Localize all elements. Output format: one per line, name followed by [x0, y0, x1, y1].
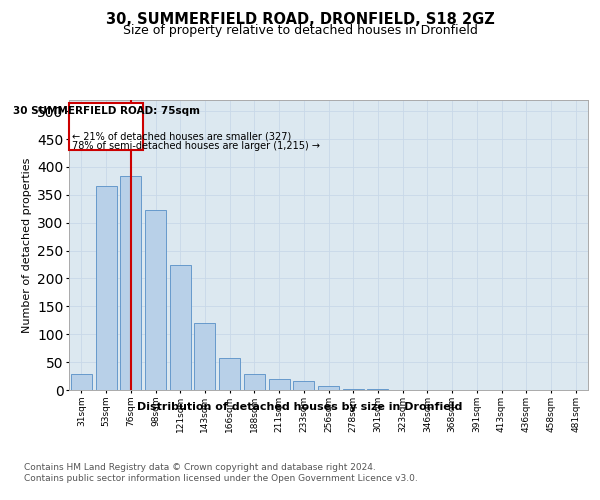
Text: Contains public sector information licensed under the Open Government Licence v3: Contains public sector information licen… [24, 474, 418, 483]
Bar [170, 264, 191, 390]
Text: 30 SUMMERFIELD ROAD: 75sqm: 30 SUMMERFIELD ROAD: 75sqm [13, 106, 200, 116]
Y-axis label: Number of detached properties: Number of detached properties [22, 158, 32, 332]
Bar [219, 358, 240, 390]
Text: ← 21% of detached houses are smaller (327): ← 21% of detached houses are smaller (32… [72, 131, 291, 141]
Bar [318, 386, 339, 390]
Bar [293, 381, 314, 390]
Bar [343, 389, 364, 390]
Text: Size of property relative to detached houses in Dronfield: Size of property relative to detached ho… [122, 24, 478, 37]
Bar [194, 323, 215, 390]
Text: 30, SUMMERFIELD ROAD, DRONFIELD, S18 2GZ: 30, SUMMERFIELD ROAD, DRONFIELD, S18 2GZ [106, 12, 494, 28]
Text: Distribution of detached houses by size in Dronfield: Distribution of detached houses by size … [137, 402, 463, 412]
Bar [95, 186, 116, 390]
Bar [145, 210, 166, 390]
Bar [120, 176, 141, 390]
Text: 78% of semi-detached houses are larger (1,215) →: 78% of semi-detached houses are larger (… [72, 142, 320, 152]
Bar [269, 379, 290, 390]
Text: Contains HM Land Registry data © Crown copyright and database right 2024.: Contains HM Land Registry data © Crown c… [24, 462, 376, 471]
Bar [71, 374, 92, 390]
FancyBboxPatch shape [70, 103, 143, 150]
Bar [244, 374, 265, 390]
